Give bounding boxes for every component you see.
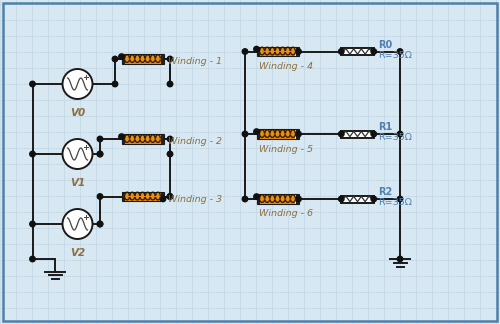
FancyBboxPatch shape (124, 192, 160, 201)
FancyBboxPatch shape (341, 48, 374, 55)
Text: Winding - 4: Winding - 4 (259, 62, 313, 71)
FancyBboxPatch shape (296, 47, 298, 56)
Text: R0: R0 (378, 40, 392, 50)
Text: V2: V2 (70, 248, 85, 258)
Circle shape (167, 151, 173, 157)
Circle shape (167, 194, 173, 199)
Circle shape (338, 131, 344, 137)
Circle shape (62, 209, 92, 239)
Circle shape (338, 49, 344, 54)
FancyBboxPatch shape (160, 54, 164, 64)
FancyBboxPatch shape (122, 54, 124, 64)
Text: Winding - 5: Winding - 5 (259, 145, 313, 154)
FancyBboxPatch shape (296, 194, 298, 204)
FancyBboxPatch shape (260, 47, 296, 56)
Text: Winding - 6: Winding - 6 (259, 210, 313, 218)
Circle shape (371, 49, 376, 54)
Circle shape (97, 221, 103, 227)
Circle shape (371, 131, 376, 137)
Circle shape (97, 151, 103, 157)
FancyBboxPatch shape (160, 134, 164, 144)
FancyBboxPatch shape (260, 129, 296, 139)
Text: R1: R1 (378, 122, 392, 132)
Circle shape (97, 221, 103, 227)
Circle shape (338, 196, 344, 202)
FancyBboxPatch shape (296, 129, 298, 139)
Circle shape (119, 134, 124, 139)
Circle shape (30, 81, 35, 87)
FancyBboxPatch shape (341, 131, 374, 137)
FancyBboxPatch shape (256, 129, 260, 139)
Circle shape (112, 81, 118, 87)
FancyBboxPatch shape (160, 192, 164, 201)
Circle shape (242, 131, 248, 137)
Circle shape (296, 49, 301, 54)
Circle shape (397, 256, 403, 262)
Circle shape (254, 129, 259, 134)
Text: Winding - 2: Winding - 2 (168, 137, 222, 146)
Circle shape (30, 256, 35, 262)
Circle shape (167, 56, 173, 62)
Circle shape (30, 221, 35, 227)
Circle shape (160, 196, 166, 202)
FancyBboxPatch shape (256, 47, 260, 56)
Text: R=35Ω: R=35Ω (378, 198, 412, 207)
FancyBboxPatch shape (122, 192, 124, 201)
Circle shape (119, 54, 124, 59)
Circle shape (397, 49, 403, 54)
FancyBboxPatch shape (124, 134, 160, 144)
Circle shape (242, 196, 248, 202)
FancyBboxPatch shape (256, 194, 260, 204)
Text: R=35Ω: R=35Ω (378, 133, 412, 142)
Circle shape (167, 81, 173, 87)
FancyBboxPatch shape (260, 194, 296, 204)
Circle shape (397, 131, 403, 137)
Circle shape (30, 151, 35, 157)
Circle shape (254, 46, 259, 52)
Circle shape (97, 194, 103, 199)
Circle shape (371, 196, 376, 202)
Circle shape (397, 196, 403, 202)
Circle shape (167, 194, 173, 199)
Circle shape (254, 194, 259, 199)
Circle shape (112, 56, 118, 62)
FancyBboxPatch shape (122, 134, 124, 144)
Text: R2: R2 (378, 187, 392, 197)
Text: Winding - 3: Winding - 3 (168, 194, 222, 203)
Text: Winding - 1: Winding - 1 (168, 57, 222, 66)
Circle shape (167, 136, 173, 142)
Circle shape (62, 69, 92, 99)
Circle shape (97, 136, 103, 142)
Circle shape (296, 131, 301, 137)
Circle shape (62, 139, 92, 169)
Text: V1: V1 (70, 178, 85, 188)
Circle shape (296, 196, 301, 202)
Circle shape (242, 49, 248, 54)
Text: V0: V0 (70, 108, 85, 118)
Circle shape (97, 151, 103, 157)
FancyBboxPatch shape (341, 195, 374, 202)
Text: R=35Ω: R=35Ω (378, 51, 412, 60)
FancyBboxPatch shape (124, 54, 160, 64)
